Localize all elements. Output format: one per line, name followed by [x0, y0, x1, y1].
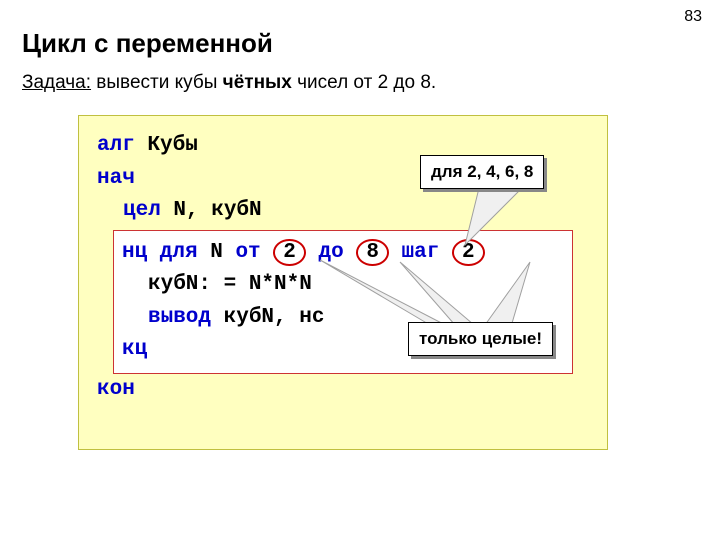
task-text-2: чисел от 2 до 8.	[292, 72, 436, 93]
code-line-3: цел N, кубN	[97, 195, 589, 228]
val-from-circle: 2	[273, 239, 306, 266]
kw-vyvod: вывод	[148, 306, 211, 329]
code-line-4: нц для N от 2 до 8 шаг 2	[122, 237, 564, 270]
prog-name: Кубы	[135, 134, 198, 157]
kw-kon: кон	[97, 378, 135, 401]
slide-title: Цикл с переменной	[22, 28, 273, 59]
decl: N, кубN	[161, 199, 262, 222]
code-line-5: кубN: = N*N*N	[122, 269, 564, 302]
kw-tsel: цел	[123, 199, 161, 222]
output: кубN, нс	[211, 306, 324, 329]
task-label: Задача:	[22, 72, 91, 93]
val-to-circle: 8	[356, 239, 389, 266]
kw-kts: кц	[122, 338, 147, 361]
callout-values: для 2, 4, 6, 8	[420, 155, 544, 189]
kw-do: до	[318, 241, 343, 264]
assign: кубN: = N*N*N	[148, 273, 312, 296]
kw-alg: алг	[97, 134, 135, 157]
val-step-circle: 2	[452, 239, 485, 266]
code-line-8: кон	[97, 374, 589, 407]
kw-nts: нц для	[122, 241, 198, 264]
kw-shag: шаг	[402, 241, 440, 264]
task-text-1: вывести кубы	[91, 72, 223, 93]
task-bold: чётных	[223, 72, 292, 93]
kw-nach: нач	[97, 167, 135, 190]
task-line: Задача: вывести кубы чётных чисел от 2 д…	[22, 72, 436, 94]
page-number: 83	[684, 8, 702, 26]
callout-integers: только целые!	[408, 322, 553, 356]
loop-var: N	[198, 241, 236, 264]
kw-ot: от	[235, 241, 260, 264]
